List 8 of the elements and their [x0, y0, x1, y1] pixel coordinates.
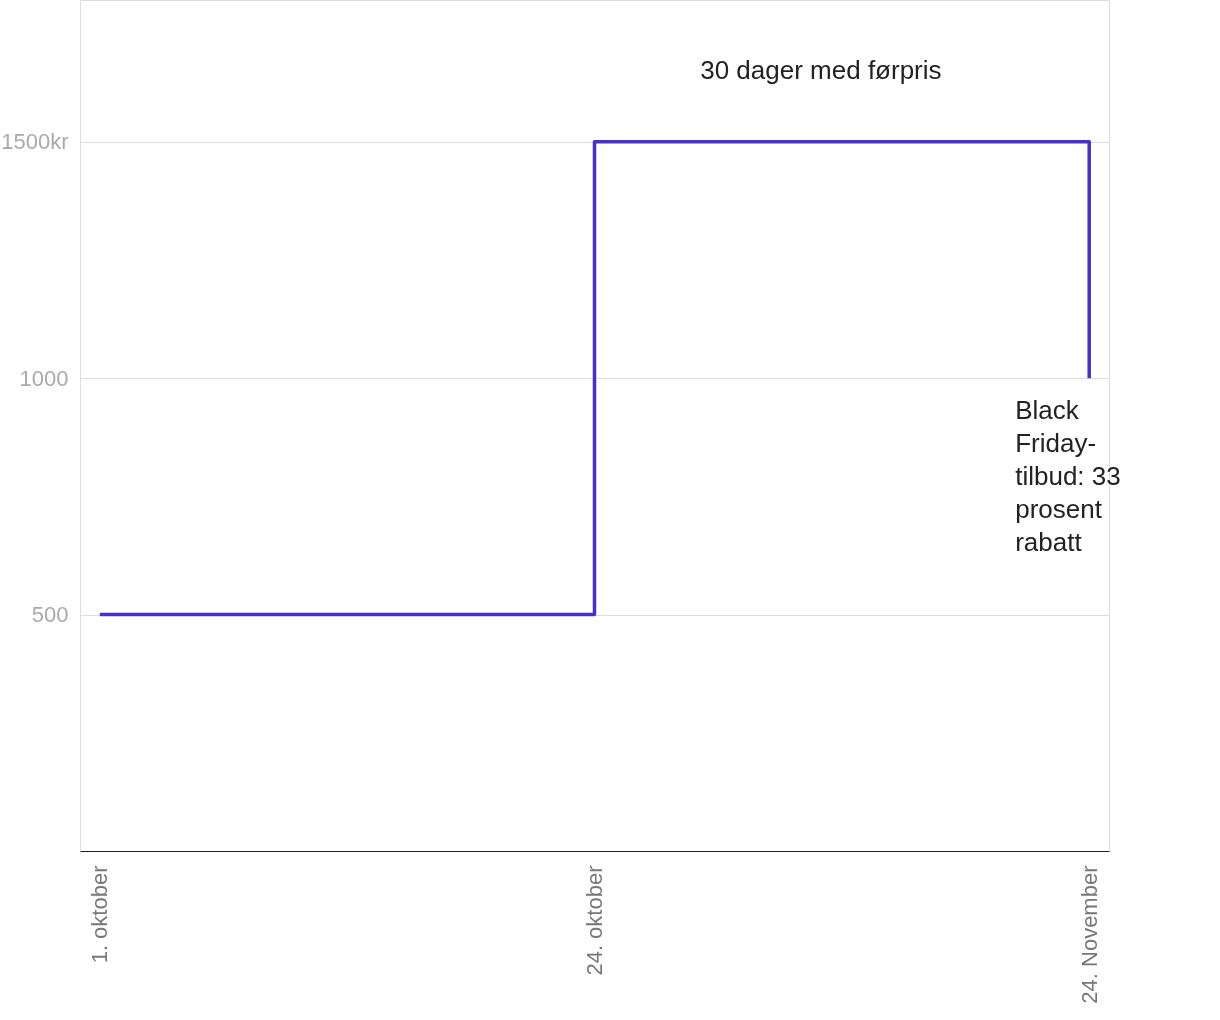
x-tick-label: 1. oktober [87, 865, 113, 964]
annotation: Black Friday-tilbud: 33 prosent rabatt [1015, 395, 1121, 558]
y-tick-label: 1500kr [1, 129, 69, 155]
y-tick-label: 500 [31, 602, 69, 628]
y-tick-label: 1000 [19, 365, 69, 391]
x-tick-label: 24. oktober [582, 865, 607, 976]
x-tick-label: 24. November [1076, 865, 1102, 1004]
annotation: 30 dager med førpris [700, 55, 942, 85]
